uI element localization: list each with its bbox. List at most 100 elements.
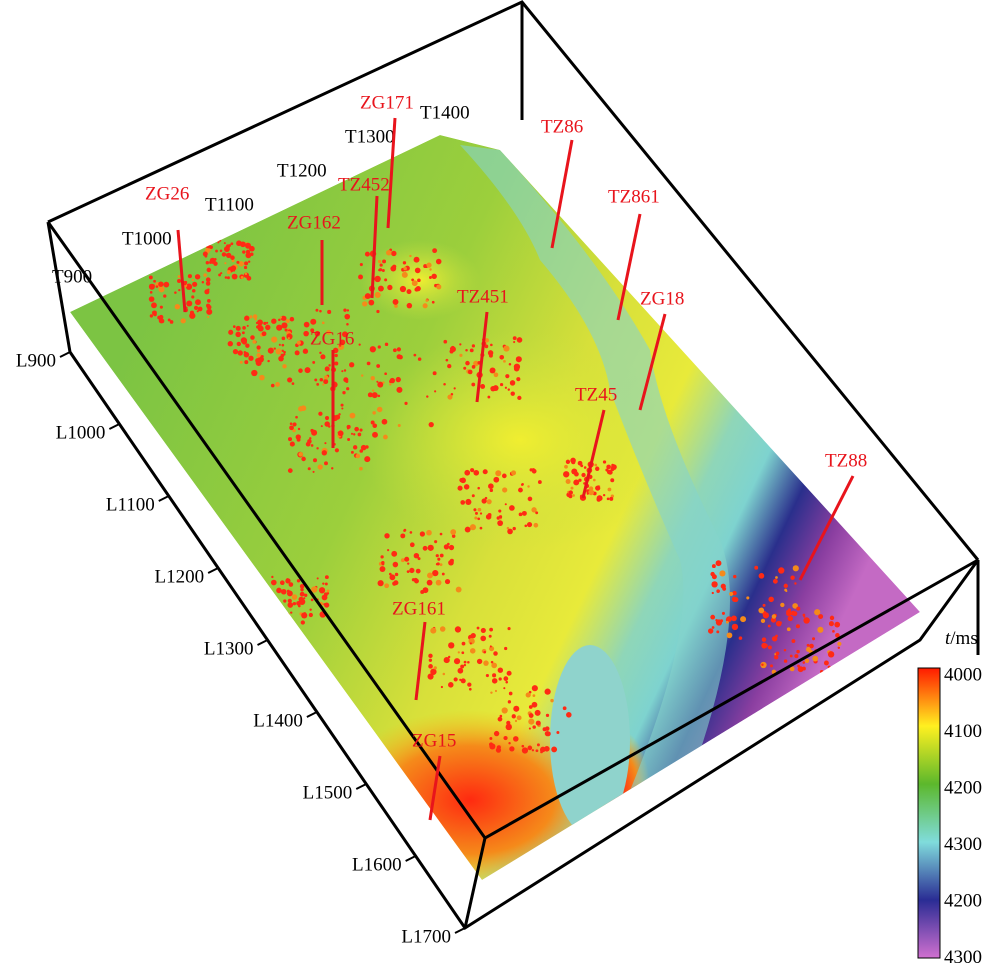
speckle	[498, 677, 502, 681]
speckle	[163, 281, 170, 288]
speckle	[780, 602, 785, 608]
speckle	[335, 414, 341, 420]
speckle	[376, 309, 380, 314]
speckle	[510, 391, 515, 396]
speckle	[225, 253, 229, 257]
speckle	[504, 386, 507, 389]
speckle	[180, 318, 186, 324]
speckle	[450, 346, 456, 353]
speckle	[323, 379, 329, 385]
speckle	[413, 552, 420, 559]
speckle	[316, 382, 320, 386]
speckle	[289, 316, 295, 322]
speckle	[487, 512, 492, 517]
speckle	[447, 394, 453, 400]
speckle	[256, 349, 261, 353]
speckle	[827, 665, 831, 669]
speckle	[470, 468, 475, 473]
speckle	[406, 302, 413, 309]
speckle	[827, 651, 835, 658]
speckle	[324, 442, 327, 445]
speckle	[457, 651, 460, 654]
speckle	[605, 468, 609, 472]
speckle	[353, 433, 356, 436]
speckle	[467, 682, 472, 687]
speckle	[540, 750, 543, 754]
speckle	[528, 718, 535, 725]
speckle	[206, 308, 213, 315]
speckle	[792, 565, 799, 572]
speckle	[374, 275, 381, 283]
speckle	[280, 315, 286, 321]
speckle	[396, 347, 401, 352]
tick-mark	[405, 855, 417, 862]
box-frame	[463, 837, 487, 929]
speckle	[270, 383, 275, 388]
speckle	[347, 437, 351, 442]
speckle	[281, 336, 286, 341]
speckle	[471, 344, 476, 348]
speckle	[178, 288, 181, 292]
speckle	[153, 279, 156, 283]
speckle	[189, 310, 195, 315]
speckle	[516, 337, 523, 343]
speckle	[437, 557, 441, 561]
speckle	[566, 712, 572, 718]
speckle	[151, 302, 157, 309]
speckle	[711, 581, 718, 588]
speckle	[196, 310, 199, 313]
speckle	[610, 478, 615, 483]
speckle	[732, 590, 737, 596]
speckle	[716, 589, 720, 593]
speckle	[535, 749, 539, 753]
speckle	[428, 421, 434, 428]
speckle	[794, 654, 799, 659]
speckle	[247, 260, 251, 263]
trace-label: T1100	[205, 194, 254, 215]
speckle	[292, 601, 297, 606]
speckle	[602, 493, 606, 497]
speckle	[588, 486, 594, 491]
speckle	[588, 489, 595, 496]
speckle	[372, 389, 375, 392]
speckle	[304, 367, 311, 374]
speckle	[177, 278, 182, 284]
speckle	[512, 526, 516, 531]
speckle	[159, 305, 163, 309]
speckle	[471, 365, 476, 369]
speckle	[422, 303, 428, 309]
speckle	[738, 636, 743, 640]
speckle	[770, 617, 777, 623]
speckle	[246, 324, 249, 327]
speckle	[514, 719, 518, 723]
speckle	[185, 283, 193, 290]
speckle	[428, 658, 433, 662]
speckle	[487, 350, 494, 356]
speckle	[485, 673, 489, 678]
speckle	[556, 730, 560, 734]
speckle	[497, 520, 504, 527]
speckle	[792, 603, 798, 609]
speckle	[520, 483, 524, 486]
speckle	[403, 266, 407, 271]
speckle	[417, 557, 421, 561]
speckle	[364, 293, 371, 300]
speckle	[300, 587, 304, 592]
speckle	[463, 660, 467, 664]
speckle	[384, 342, 389, 347]
speckle	[318, 411, 323, 416]
speckle	[372, 431, 378, 438]
speckle	[531, 685, 538, 692]
inline-label: L1400	[253, 710, 303, 731]
speckle	[319, 377, 324, 382]
speckle	[792, 611, 798, 617]
speckle	[594, 463, 598, 467]
speckle	[797, 666, 804, 673]
speckle	[460, 500, 466, 505]
speckle	[488, 483, 494, 490]
well-trajectory	[616, 213, 642, 321]
speckle	[256, 345, 261, 350]
well-label: ZG18	[640, 288, 684, 309]
speckle	[321, 594, 328, 601]
speckle	[245, 249, 251, 255]
